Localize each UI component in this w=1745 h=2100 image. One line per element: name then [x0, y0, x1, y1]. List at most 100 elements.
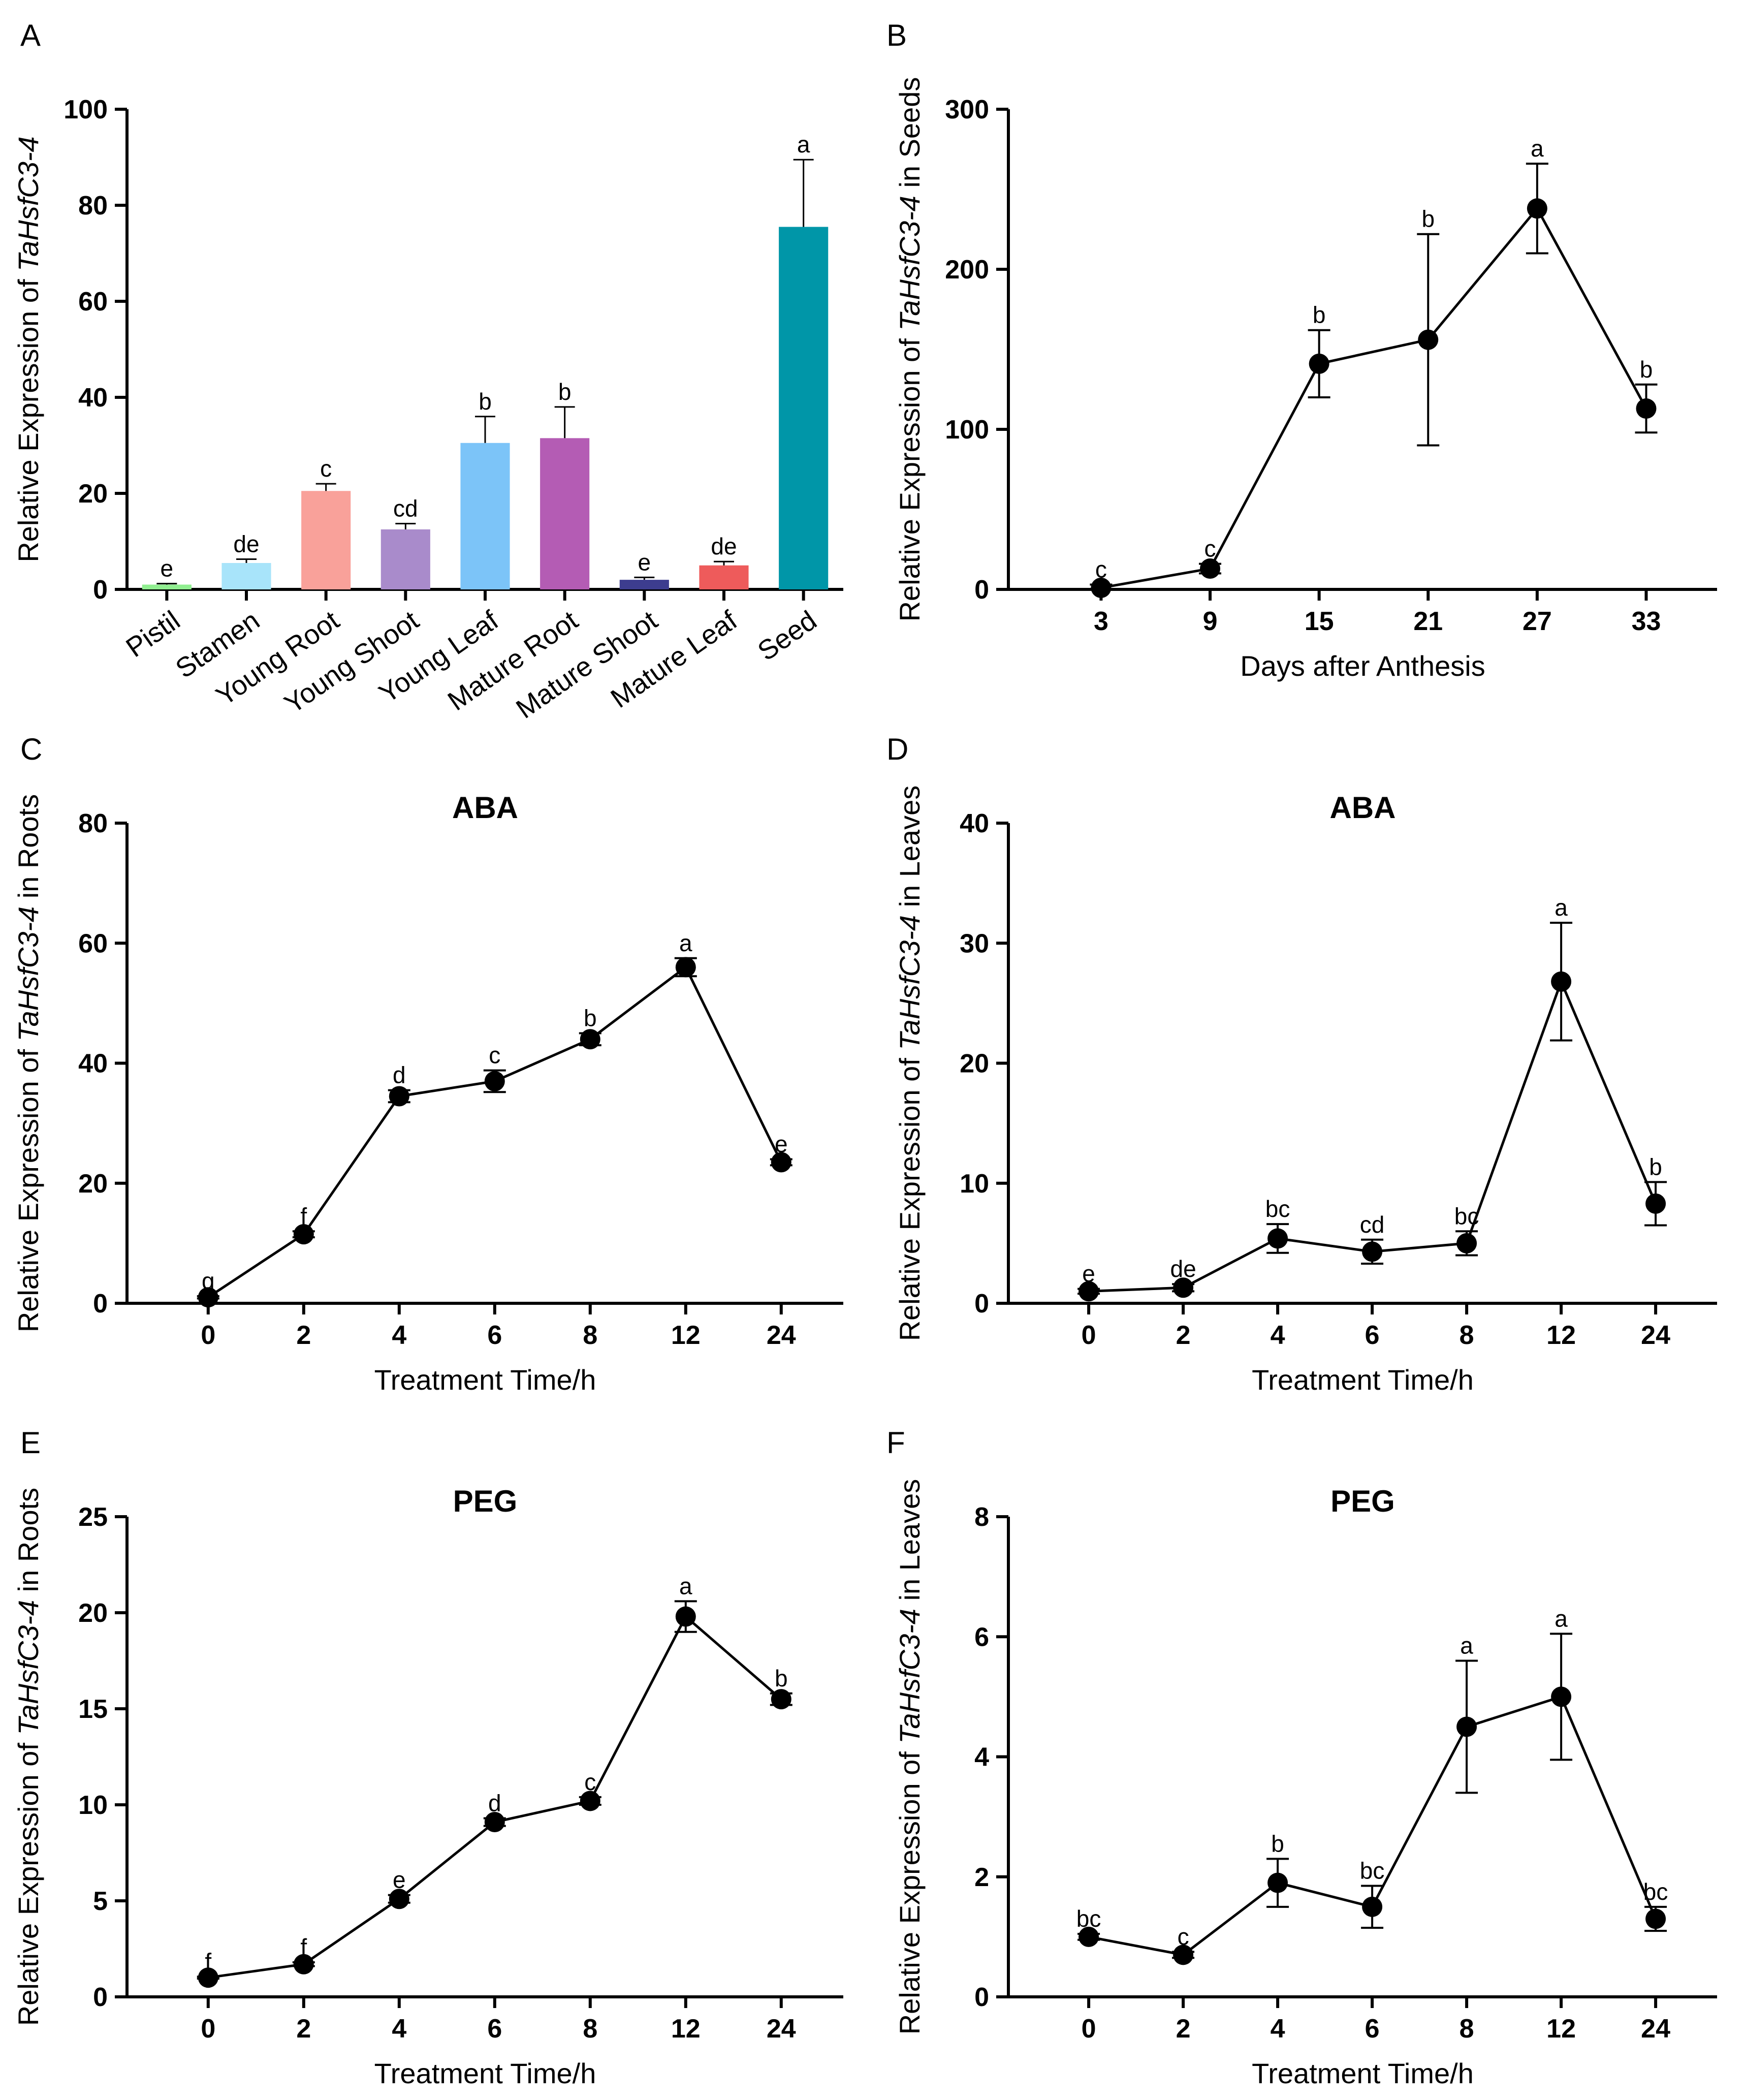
data-point: [771, 1152, 791, 1173]
y-axis-label: Relative Expression of TaHsfC3-4: [12, 136, 44, 562]
data-point: [1418, 329, 1439, 350]
y-axis-label-part: TaHsfC3-4: [12, 136, 44, 271]
panel-letter: B: [886, 18, 907, 52]
bar: [460, 443, 510, 589]
data-point: [293, 1224, 314, 1245]
data-point: [1645, 1193, 1666, 1214]
x-axis-label: Treatment Time/h: [1252, 2057, 1474, 2089]
x-tick-label: 3: [1094, 607, 1108, 636]
significance-letter: b: [1313, 302, 1326, 328]
significance-letter: e: [393, 1867, 406, 1893]
x-tick-label: 2: [1176, 1321, 1191, 1350]
significance-letter: e: [638, 549, 651, 575]
significance-letter: de: [233, 530, 259, 557]
y-axis-label-part: Relative Expression of: [894, 1050, 926, 1341]
y-axis-label-part: in Roots: [12, 1488, 44, 1600]
panel-letter: C: [20, 732, 42, 766]
x-tick-label: 8: [1460, 1321, 1474, 1350]
y-tick-label: 10: [960, 1169, 989, 1199]
panel-letter: E: [20, 1426, 41, 1460]
x-tick-label: 6: [487, 1321, 502, 1350]
x-tick-label: 12: [1546, 2014, 1576, 2044]
y-tick-label: 200: [945, 255, 989, 285]
x-tick-label: 12: [1546, 1321, 1576, 1350]
x-tick-label: 9: [1203, 607, 1218, 636]
data-point: [1267, 1228, 1288, 1249]
y-tick-label: 20: [78, 1169, 108, 1199]
x-tick-label: 2: [1176, 2014, 1191, 2044]
significance-letter: f: [205, 1948, 211, 1974]
y-tick-label: 40: [78, 383, 108, 413]
x-tick-label: 6: [487, 2014, 502, 2044]
data-point: [198, 1287, 218, 1308]
data-point: [1173, 1945, 1194, 1965]
x-tick-label: 24: [1641, 2014, 1670, 2044]
x-axis-label: Treatment Time/h: [1252, 1364, 1474, 1396]
y-tick-label: 0: [974, 1983, 989, 2012]
significance-letter: g: [202, 1268, 215, 1294]
significance-letter: e: [1082, 1261, 1095, 1287]
data-point: [580, 1791, 600, 1811]
y-axis-label-part: in Leaves: [894, 1479, 926, 1609]
y-tick-label: 40: [960, 809, 989, 838]
panel-b: B 0 100 200 300 Relative Expression of TaHsfC…: [886, 18, 1717, 682]
x-tick-label: 4: [392, 1321, 406, 1350]
x-tick-label: Young Shoot: [279, 605, 424, 719]
bar: [301, 491, 351, 589]
significance-letter: f: [300, 1934, 307, 1960]
series-line: [207, 965, 783, 1299]
data-point: [580, 1029, 600, 1050]
chart-title: PEG: [453, 1484, 518, 1518]
data-point: [1173, 1277, 1194, 1298]
series-line: [1100, 206, 1647, 589]
panel-letter: A: [20, 18, 41, 52]
y-tick-label: 20: [960, 1049, 989, 1079]
y-tick-label: 6: [974, 1622, 989, 1652]
x-tick-label: 4: [392, 2014, 406, 2044]
significance-letter: b: [1421, 206, 1435, 232]
significance-letter: e: [775, 1131, 788, 1157]
y-tick-label: 2: [974, 1863, 989, 1892]
y-axis-label-part: Relative Expression of: [894, 1744, 926, 2035]
data-point: [484, 1812, 505, 1833]
x-tick-label: 8: [583, 1321, 597, 1350]
significance-letter: bc: [1265, 1196, 1290, 1222]
y-tick-label: 100: [945, 415, 989, 445]
y-tick-label: 100: [64, 95, 108, 124]
y-tick-label: 0: [974, 575, 989, 605]
significance-letter: a: [1554, 894, 1568, 921]
x-tick-label: 0: [1082, 1321, 1096, 1350]
panel-letter: F: [886, 1426, 905, 1460]
data-point: [1078, 1926, 1099, 1947]
y-axis-label-part: Relative Expression of: [12, 271, 44, 562]
significance-letter: a: [679, 1573, 692, 1599]
data-point: [389, 1889, 409, 1909]
y-axis-label-part: Relative Expression of: [12, 1735, 44, 2026]
significance-letter: bc: [1076, 1905, 1101, 1932]
y-tick-label: 40: [78, 1049, 108, 1079]
data-point: [1200, 558, 1221, 579]
bar: [619, 580, 669, 589]
y-tick-label: 300: [945, 95, 989, 124]
significance-letter: a: [1554, 1605, 1568, 1632]
significance-letter: b: [558, 379, 572, 405]
significance-letter: c: [584, 1769, 596, 1795]
data-point: [484, 1071, 505, 1091]
chart-title: ABA: [1330, 791, 1396, 825]
significance-letter: b: [1649, 1153, 1662, 1180]
significance-letter: e: [161, 555, 174, 582]
y-tick-label: 60: [78, 929, 108, 958]
bar: [699, 565, 749, 589]
x-tick-label: 27: [1522, 607, 1552, 636]
bar: [221, 563, 271, 589]
significance-letter: a: [1460, 1633, 1473, 1659]
y-tick-label: 5: [93, 1887, 108, 1916]
y-tick-label: 30: [960, 929, 989, 958]
y-tick-label: 15: [78, 1695, 108, 1724]
chart-title: PEG: [1330, 1484, 1395, 1518]
significance-letter: cd: [393, 495, 418, 522]
significance-letter: b: [584, 1005, 597, 1031]
panel-letter: D: [886, 732, 908, 766]
significance-letter: c: [1178, 1923, 1189, 1950]
